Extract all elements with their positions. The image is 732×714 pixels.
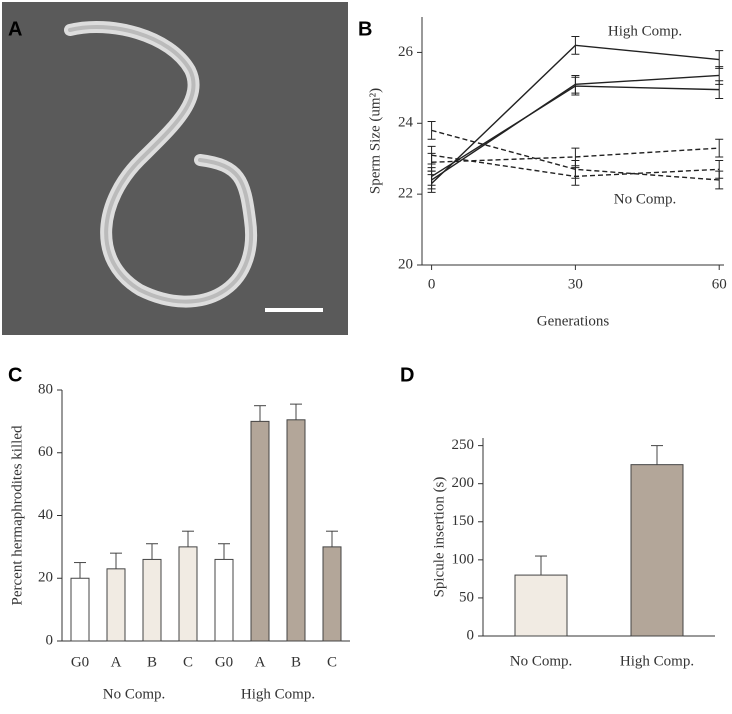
x-tick-label: High Comp.: [620, 653, 694, 669]
x-tick-label: B: [291, 654, 301, 670]
annotation: No Comp.: [614, 191, 677, 207]
panel-label: C: [8, 364, 22, 386]
y-tick-label: 0: [467, 627, 475, 643]
bar: [514, 574, 568, 637]
y-axis-label: Sperm Size (um²): [367, 88, 383, 194]
error-bar: [715, 80, 724, 99]
x-tick-label: 0: [428, 276, 436, 292]
error-bar: [571, 147, 580, 167]
y-tick-label: 150: [452, 513, 475, 529]
x-tick-label: A: [111, 654, 122, 670]
group-label: No Comp.: [103, 686, 166, 702]
micrograph: [2, 2, 348, 335]
x-tick-label: C: [327, 654, 337, 670]
panel-label: B: [358, 18, 372, 40]
x-tick-label: 60: [712, 276, 727, 292]
y-tick-label: 24: [398, 115, 414, 131]
y-tick-label: 50: [459, 589, 474, 605]
x-tick-label: C: [183, 654, 193, 670]
error-bar: [427, 121, 436, 140]
bar: [178, 546, 198, 642]
x-tick-label: No Comp.: [510, 653, 573, 669]
y-tick-label: 26: [398, 44, 414, 60]
y-tick-label: 60: [38, 444, 53, 460]
x-tick-label: 30: [568, 276, 583, 292]
panel-label: D: [400, 364, 414, 386]
x-tick-label: A: [255, 654, 266, 670]
error-bar: [715, 138, 724, 158]
bar: [70, 577, 90, 642]
y-tick-label: 250: [452, 437, 475, 453]
y-tick-label: 22: [398, 186, 413, 202]
y-axis-label: Percent hermaphrodites killed: [9, 425, 25, 605]
x-tick-label: G0: [215, 654, 233, 670]
y-tick-label: 40: [38, 507, 53, 523]
y-tick-label: 200: [452, 475, 475, 491]
x-tick-label: G0: [71, 654, 89, 670]
error-bar: [571, 35, 580, 55]
error-bar: [715, 159, 724, 179]
y-tick-label: 20: [398, 256, 413, 272]
y-tick-label: 80: [38, 381, 53, 397]
error-bar: [571, 167, 580, 186]
bar: [214, 558, 234, 642]
y-tick-label: 0: [46, 632, 54, 648]
bar: [142, 558, 162, 642]
x-axis-label: Generations: [537, 313, 610, 329]
annotation: High Comp.: [608, 23, 682, 39]
group-label: High Comp.: [241, 686, 315, 702]
error-bar: [571, 76, 580, 96]
y-tick-label: 20: [38, 570, 53, 586]
panel-label: A: [8, 18, 22, 40]
y-axis-label: Spicule insertion (s): [431, 477, 447, 598]
y-tick-label: 100: [452, 551, 475, 567]
x-tick-label: B: [147, 654, 157, 670]
error-bar: [427, 145, 436, 165]
bar: [286, 419, 306, 642]
bar: [630, 464, 684, 637]
bar: [250, 420, 270, 642]
bar: [106, 568, 126, 642]
bar: [322, 546, 342, 642]
